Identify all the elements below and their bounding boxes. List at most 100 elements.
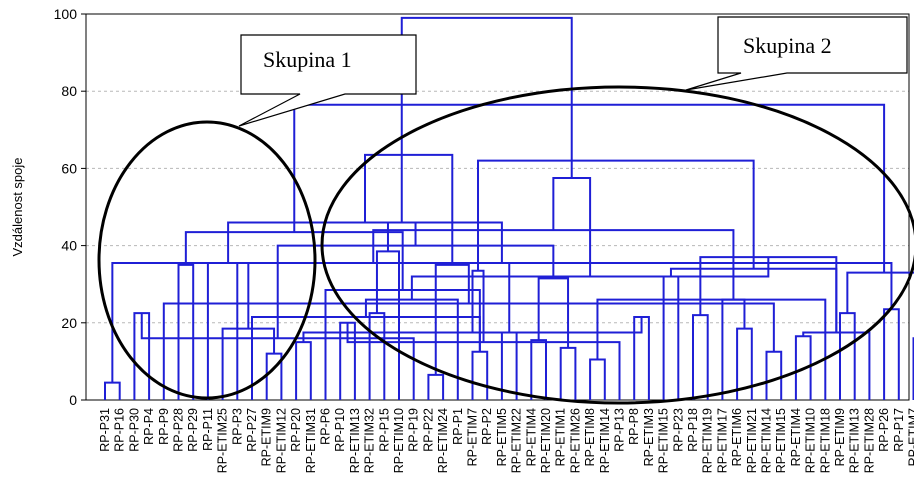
leaf-label: RP-P3 [230, 408, 244, 445]
leaf-label: RP-ETIM13 [348, 408, 362, 473]
cluster-2-ellipse [320, 85, 914, 405]
leaf-label: RP-ETIM7 [907, 408, 914, 466]
leaf-label: RP-ETIM10 [392, 408, 406, 473]
cluster-1-ellipse [97, 120, 317, 400]
leaf-label: RP-P11 [201, 408, 215, 451]
leaf-label: RP-P13 [613, 408, 627, 452]
dendrogram-link-52 [293, 103, 886, 273]
y-tick-label: 0 [69, 392, 77, 408]
leaf-label: RP-P18 [686, 408, 700, 452]
dendrogram-link-47 [184, 231, 404, 290]
dendrogram-link-42 [276, 244, 555, 339]
dendrogram-link-21 [206, 261, 250, 400]
dendrogram-link-34 [721, 298, 746, 400]
dendrogram-link-50 [477, 159, 755, 271]
leaf-label: RP-P9 [157, 408, 171, 445]
leaf-label: RP-ETIM15 [657, 408, 671, 473]
dendrogram-link-12 [559, 346, 577, 400]
leaf-label: RP-P23 [671, 408, 685, 452]
leaf-label: RP-P10 [333, 408, 347, 452]
leaf-label: RP-ETIM13 [848, 408, 862, 473]
leaf-label: RP-P22 [421, 408, 435, 452]
dendrogram-link-46 [227, 221, 503, 263]
leaf-label: RP-P17 [892, 408, 906, 452]
leaf-label: RP-ETIM31 [304, 408, 318, 473]
dendrogram-link-45 [471, 269, 485, 343]
leaf-label: RP-P29 [186, 408, 200, 452]
leaf-label: RP-P28 [172, 408, 186, 452]
leaf-label: RP-ETIM5 [495, 408, 509, 466]
leaf-label: RP-ETIM32 [363, 408, 377, 473]
leaf-label: RP-P19 [407, 408, 421, 452]
leaf-label: RP-ETIM24 [436, 408, 450, 473]
y-tick-label: 20 [61, 315, 77, 331]
leaf-label: RP-ETIM12 [274, 408, 288, 473]
leaf-label: RP-ETIM18 [818, 408, 832, 473]
dendrogram-link-49 [552, 177, 592, 277]
dendrogram-link-38 [375, 250, 400, 400]
leaf-label: RP-P6 [319, 408, 333, 445]
cluster-1-annotation: Skupina 1 [97, 34, 417, 400]
leaf-label: RP-ETIM4 [789, 408, 803, 466]
dendrogram-link-11 [530, 339, 547, 400]
leaf-label: RP-ETIM20 [539, 408, 553, 473]
leaf-label: RP-ETIM14 [760, 408, 774, 473]
leaf-label: RP-P2 [480, 408, 494, 445]
dendrogram-link-17 [839, 312, 856, 400]
cluster-1-callout-bubble [238, 34, 417, 127]
dendrogram-link-9 [471, 350, 489, 400]
leaf-label: RP-ETIM22 [510, 408, 524, 473]
cluster-2-callout-bubble [685, 16, 908, 91]
leaf-label: RP-P27 [245, 408, 259, 452]
y-tick-label: 40 [61, 238, 77, 254]
leaf-label: RP-ETIM1 [554, 408, 568, 466]
leaf-label: RP-P20 [289, 408, 303, 452]
leaf-label: RP-ETIM28 [862, 408, 876, 473]
y-axis-label: Vzdálenost spoje [10, 157, 25, 256]
leaf-label: RP-ETIM26 [568, 408, 582, 473]
cluster-1-label: Skupina 1 [263, 47, 352, 72]
dendrogram-link-32 [177, 263, 195, 400]
leaf-label: RP-ETIM21 [745, 408, 759, 473]
dendrogram-link-25 [368, 312, 386, 400]
leaf-label: RP-ETIM7 [466, 408, 480, 466]
cluster-2-annotation: Skupina 2 [320, 16, 914, 405]
dendrogram-link-24 [596, 298, 827, 400]
dendrogram-link-3 [589, 358, 606, 400]
y-tick-label: 60 [61, 160, 77, 176]
leaf-labels: RP-P31 RP-P16 RP-P30 RP-P4 RP-P9 RP-P28 RP-P29… [98, 408, 914, 473]
dendrogram-link-14 [692, 314, 709, 400]
y-tick-label: 80 [61, 83, 77, 99]
leaf-label: RP-P15 [377, 408, 391, 452]
leaf-label: RP-P31 [98, 408, 112, 452]
leaf-label: RP-ETIM4 [524, 408, 538, 466]
y-axis: 0 20 40 60 80 100 [54, 6, 86, 408]
dendrogram-link-36 [434, 263, 470, 375]
leaf-label: RP-ETIM15 [774, 408, 788, 473]
dendrogram-link-7 [295, 341, 312, 400]
leaf-label: RP-P4 [142, 408, 156, 445]
dendrogram-links [104, 16, 914, 400]
plot-frame [85, 13, 910, 401]
y-tick-label: 100 [54, 6, 78, 22]
leaf-label: RP-P30 [127, 408, 141, 452]
dendrogram-link-0 [104, 381, 121, 400]
dendrogram-link-53 [400, 16, 573, 223]
leaf-label: RP-ETIM9 [833, 408, 847, 466]
dendrogram-link-35 [324, 288, 481, 400]
dendrogram-link-23 [662, 275, 680, 400]
dendrogram-link-28 [802, 331, 871, 400]
leaf-label: RP-ETIM17 [715, 408, 729, 473]
dendrogram-link-2 [765, 350, 783, 400]
dendrogram-link-4 [427, 373, 445, 400]
leaf-label: RP-P8 [627, 408, 641, 445]
leaf-label: RP-ETIM14 [598, 408, 612, 473]
cluster-2-label: Skupina 2 [743, 33, 832, 58]
leaf-label: RP-P1 [451, 408, 465, 445]
leaf-label: RP-ETIM25 [216, 408, 230, 473]
leaf-label: RP-ETIM8 [583, 408, 597, 466]
leaf-label: RP-ETIM6 [730, 408, 744, 466]
dendrogram-link-51 [364, 153, 454, 265]
gridlines [86, 90, 909, 324]
